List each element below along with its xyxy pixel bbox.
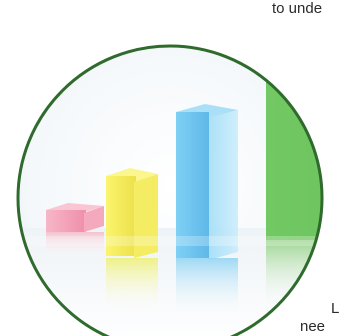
caption-text-bottom-1: L: [331, 300, 340, 317]
bar-yellow: [106, 168, 158, 314]
caption-text-bottom-2: nee: [300, 318, 326, 335]
illustration-circle-outline: [16, 44, 324, 336]
bar-blue: [176, 104, 238, 318]
bar-pink: [46, 203, 104, 258]
caption-text-top: to unde: [272, 0, 323, 17]
